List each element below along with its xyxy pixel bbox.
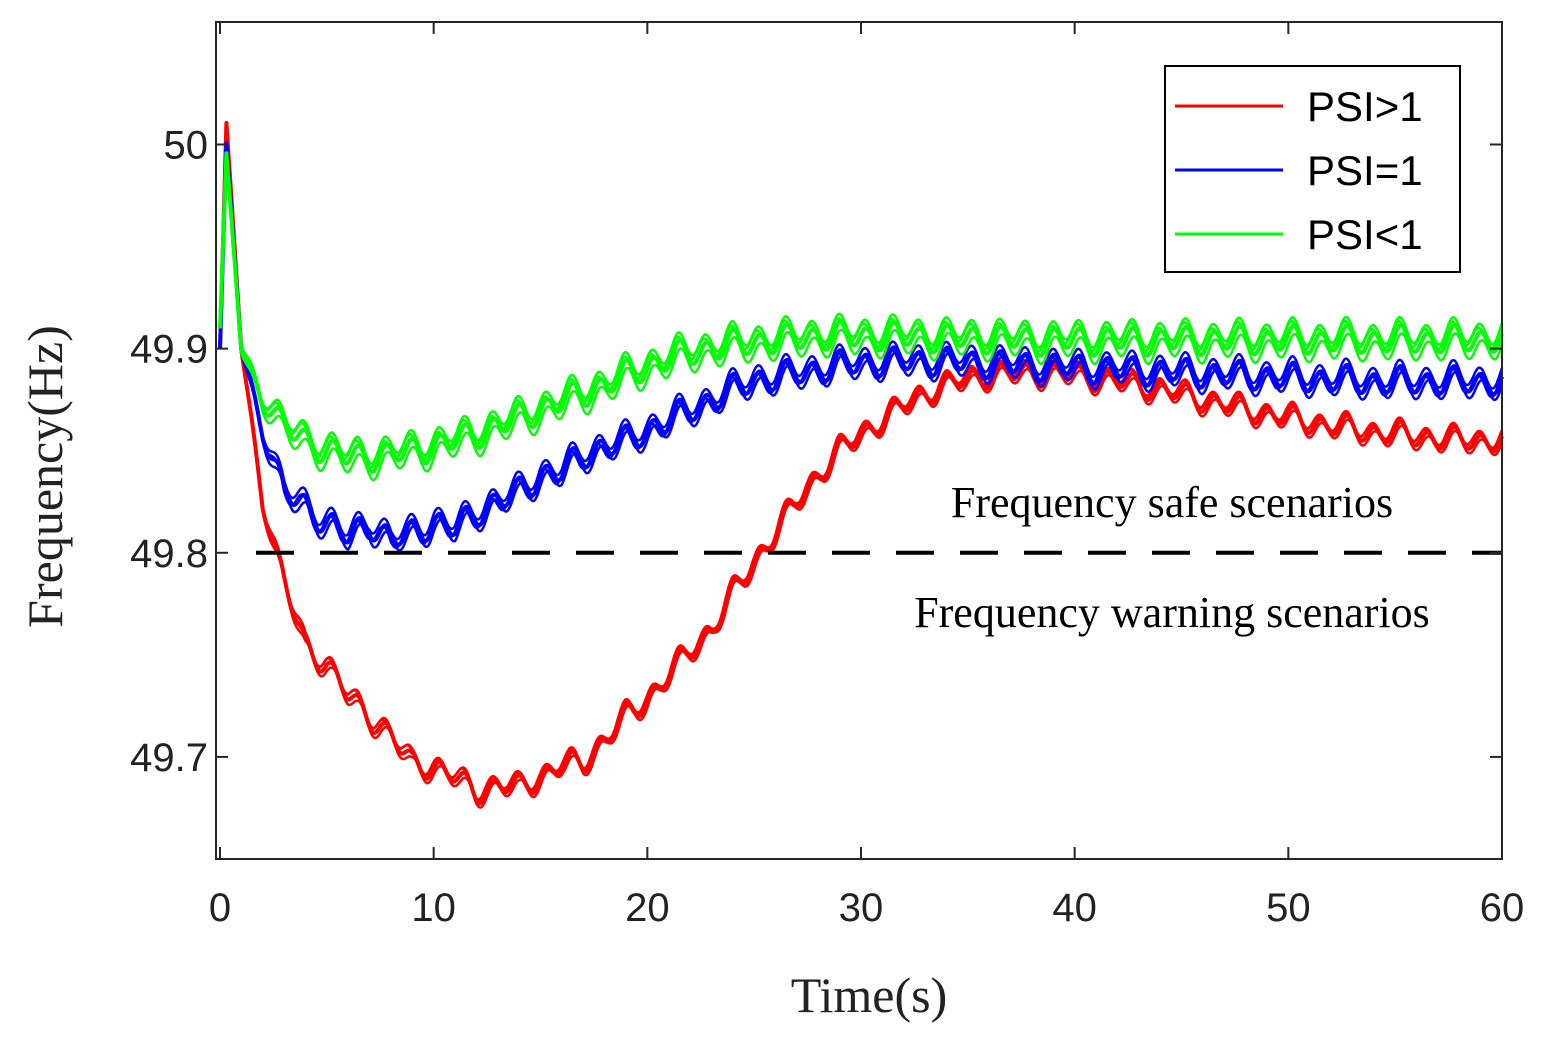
series-line	[218, 120, 1504, 806]
x-tick-label: 0	[209, 886, 231, 930]
series-line	[218, 152, 1504, 482]
series-line	[218, 121, 1504, 803]
legend-label-psi-eq-1: PSI=1	[1307, 147, 1423, 194]
x-tick-label: 20	[625, 886, 670, 930]
series-layer	[218, 120, 1504, 809]
y-tick-label: 49.7	[130, 736, 208, 780]
x-tick-label: 50	[1266, 886, 1311, 930]
annotation-warning-scenarios: Frequency warning scenarios	[914, 588, 1430, 637]
series-line	[218, 141, 1504, 541]
y-tick-label: 49.8	[130, 532, 208, 576]
legend: PSI>1 PSI=1 PSI<1	[1164, 65, 1461, 273]
y-axis-title: Frequency(Hz)	[17, 325, 73, 628]
x-tick-label: 10	[411, 886, 456, 930]
legend-label-psi-lt-1: PSI<1	[1307, 211, 1423, 258]
y-tick-label: 50	[164, 123, 209, 167]
x-tick-label: 60	[1480, 886, 1525, 930]
plot-frame	[215, 21, 1503, 860]
y-tick-label: 49.9	[130, 328, 208, 372]
x-axis-title: Time(s)	[791, 967, 948, 1023]
series-line	[218, 142, 1504, 552]
ticks-layer: 0 10 20 30 40 50 60 49.7 49.8 49.9 50	[130, 22, 1524, 930]
legend-label-psi-gt-1: PSI>1	[1307, 83, 1423, 130]
x-tick-label: 30	[839, 886, 884, 930]
series-line	[218, 122, 1504, 809]
series-line	[218, 151, 1504, 470]
series-line	[218, 142, 1504, 550]
series-line	[218, 151, 1504, 474]
annotation-safe-scenarios: Frequency safe scenarios	[951, 478, 1393, 527]
x-tick-label: 40	[1052, 886, 1097, 930]
